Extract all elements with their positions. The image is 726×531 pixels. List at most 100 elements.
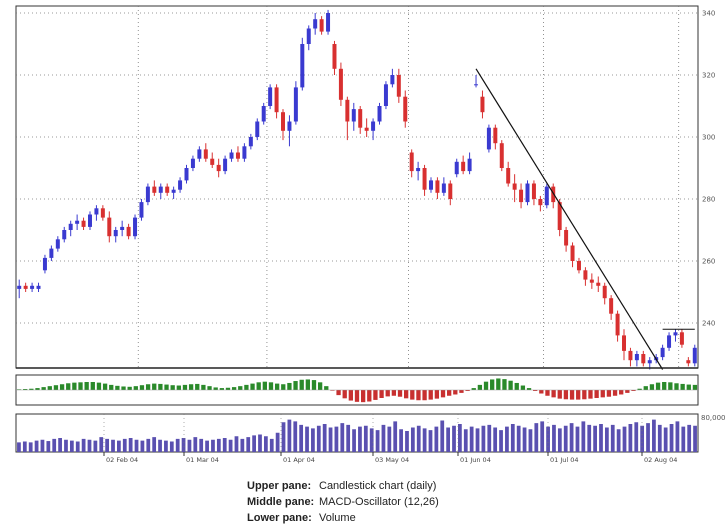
macd-bar — [256, 382, 261, 390]
macd-bar — [72, 382, 77, 390]
macd-bar — [207, 386, 212, 390]
macd-bar — [219, 388, 224, 390]
candle-body — [68, 223, 73, 230]
volume-bar — [299, 424, 304, 452]
x-tick-label: 02 Aug 04 — [644, 456, 677, 464]
volume-bar — [316, 425, 321, 452]
macd-bar — [244, 384, 249, 390]
macd-bar — [317, 382, 323, 390]
candle-body — [81, 220, 86, 227]
volume-bar — [463, 429, 468, 452]
macd-bar — [225, 387, 231, 390]
caption-row-upper: Upper pane: Candlestick chart (daily) — [247, 478, 607, 494]
volume-bar — [287, 419, 292, 452]
candle-body — [371, 121, 376, 131]
volume-bar — [487, 424, 492, 452]
volume-bar — [375, 430, 380, 452]
macd-bar — [152, 383, 157, 390]
volume-bar — [522, 427, 527, 452]
volume-bar — [181, 438, 186, 452]
candle-body — [178, 180, 183, 190]
volume-bar — [552, 424, 556, 452]
volume-bar — [228, 439, 233, 452]
candle-body — [351, 109, 356, 122]
macd-bar — [545, 390, 550, 396]
volume-bar — [634, 422, 639, 452]
macd-bar — [176, 385, 181, 390]
volume-bar — [581, 421, 586, 452]
caption-row-middle: Middle pane: MACD-Oscillator (12,26) — [247, 494, 607, 510]
candle-body — [589, 279, 594, 283]
volume-bar — [428, 430, 433, 452]
macd-bar — [477, 384, 483, 390]
volume-bar — [111, 439, 115, 452]
macd-bar — [360, 390, 366, 403]
volume-bar — [87, 439, 92, 452]
volume-bar — [252, 435, 256, 452]
macd-bar — [311, 380, 317, 390]
macd-bar — [514, 382, 519, 390]
macd-bar — [299, 379, 304, 390]
macd-bar — [188, 384, 194, 390]
volume-bar — [140, 440, 145, 452]
candle-body — [467, 158, 472, 172]
macd-bar — [582, 390, 587, 400]
candle-body — [557, 202, 562, 230]
candle-body — [87, 214, 92, 227]
candle-body — [519, 189, 524, 203]
volume-bar — [75, 441, 80, 452]
candle-body — [203, 149, 208, 159]
candle-body — [686, 360, 691, 364]
candle-body — [345, 99, 350, 122]
volume-bar — [510, 424, 515, 452]
candle-body — [332, 44, 337, 69]
volume-bar — [152, 437, 157, 452]
candle-body — [113, 230, 118, 237]
macd-bar — [600, 390, 605, 398]
macd-bar — [195, 383, 200, 390]
macd-bar — [453, 390, 458, 395]
volume-bar — [34, 440, 39, 452]
macd-bar — [576, 390, 581, 400]
volume-bar — [481, 425, 486, 452]
volume-bar — [410, 427, 415, 452]
candle-body — [300, 44, 305, 88]
volume-bar — [305, 426, 309, 452]
macd-bar — [324, 386, 329, 390]
candle-body — [634, 354, 639, 361]
macd-bar — [563, 390, 569, 400]
volume-bar — [93, 440, 98, 452]
candle-body — [454, 161, 459, 175]
candle-body — [377, 106, 382, 122]
volume-bar — [328, 427, 333, 452]
macd-bar — [686, 384, 691, 390]
macd-bar — [471, 388, 476, 390]
candle-body — [647, 360, 652, 364]
candle-body — [596, 282, 601, 286]
candle-body — [364, 127, 369, 131]
volume-bar — [216, 438, 221, 452]
candle-body — [223, 158, 228, 172]
volume-bar — [175, 438, 180, 452]
volume-bar — [28, 442, 33, 452]
macd-bar — [145, 384, 151, 390]
volume-bar — [663, 427, 668, 452]
macd-bar — [330, 390, 335, 391]
volume-bar — [340, 423, 345, 452]
macd-bar — [274, 383, 280, 390]
volume-bar — [669, 424, 674, 452]
macd-bar — [649, 384, 655, 390]
volume-bar — [281, 422, 286, 452]
candle-body — [171, 189, 176, 193]
candle-body — [480, 96, 485, 113]
macd-bar — [662, 382, 667, 390]
macd-bar — [84, 382, 89, 390]
volume-bar — [263, 436, 268, 452]
macd-bar — [213, 387, 218, 390]
candle-body — [49, 248, 54, 258]
volume-bar — [563, 425, 568, 452]
candle-body — [390, 75, 395, 85]
volume-bar — [446, 427, 451, 452]
macd-bar — [139, 385, 145, 390]
volume-bar — [346, 424, 351, 452]
